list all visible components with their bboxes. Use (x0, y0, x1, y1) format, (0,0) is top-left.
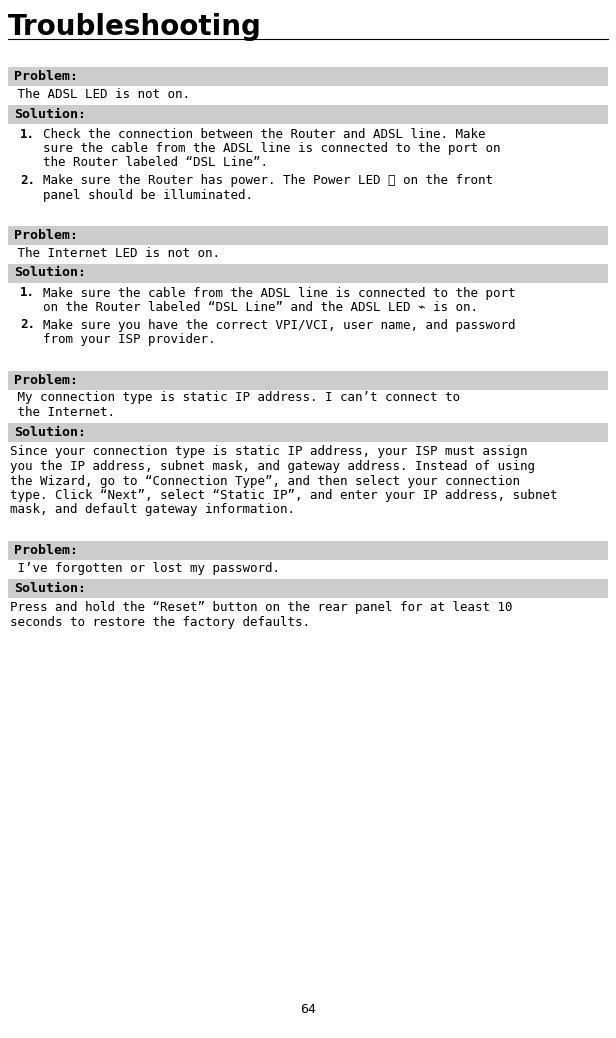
Text: 1.: 1. (20, 286, 35, 300)
Text: you the IP address, subnet mask, and gateway address. Instead of using: you the IP address, subnet mask, and gat… (10, 460, 535, 473)
Text: seconds to restore the factory defaults.: seconds to restore the factory defaults. (10, 616, 310, 629)
Text: 1.: 1. (20, 128, 35, 140)
Text: Make sure you have the correct VPI/VCI, user name, and password: Make sure you have the correct VPI/VCI, … (43, 319, 516, 331)
Text: My connection type is static IP address. I can’t connect to
 the Internet.: My connection type is static IP address.… (10, 391, 460, 419)
Bar (8, 541, 608, 559)
Text: on the Router labeled “DSL Line” and the ADSL LED ⌁ is on.: on the Router labeled “DSL Line” and the… (43, 301, 478, 315)
Text: The Internet LED is not on.: The Internet LED is not on. (10, 247, 220, 260)
Text: Solution:: Solution: (14, 267, 86, 279)
Text: Make sure the Router has power. The Power LED ⏻ on the front: Make sure the Router has power. The Powe… (43, 174, 493, 187)
Text: panel should be illuminated.: panel should be illuminated. (43, 189, 253, 201)
Bar (8, 422, 608, 441)
Text: 2.: 2. (20, 174, 35, 187)
Text: Solution:: Solution: (14, 426, 86, 438)
Bar (8, 578, 608, 598)
Bar (8, 67, 608, 86)
Bar (8, 226, 608, 245)
Text: Problem:: Problem: (14, 544, 78, 557)
Text: the Router labeled “DSL Line”.: the Router labeled “DSL Line”. (43, 157, 268, 169)
Text: Make sure the cable from the ADSL line is connected to the port: Make sure the cable from the ADSL line i… (43, 286, 516, 300)
Text: Problem:: Problem: (14, 70, 78, 83)
Text: from your ISP provider.: from your ISP provider. (43, 333, 216, 346)
Text: sure the cable from the ADSL line is connected to the port on: sure the cable from the ADSL line is con… (43, 142, 500, 155)
Text: Since your connection type is static IP address, your ISP must assign: Since your connection type is static IP … (10, 445, 527, 459)
Text: the Wizard, go to “Connection Type”, and then select your connection: the Wizard, go to “Connection Type”, and… (10, 474, 520, 488)
Text: Press and hold the “Reset” button on the rear panel for at least 10: Press and hold the “Reset” button on the… (10, 601, 513, 614)
Text: Problem:: Problem: (14, 374, 78, 386)
Text: 2.: 2. (20, 319, 35, 331)
Text: Solution:: Solution: (14, 108, 86, 120)
Text: 64: 64 (300, 1003, 316, 1016)
Bar (8, 264, 608, 282)
Text: The ADSL LED is not on.: The ADSL LED is not on. (10, 88, 190, 101)
Text: mask, and default gateway information.: mask, and default gateway information. (10, 503, 295, 517)
Text: Solution:: Solution: (14, 581, 86, 595)
Text: type. Click “Next”, select “Static IP”, and enter your IP address, subnet: type. Click “Next”, select “Static IP”, … (10, 489, 557, 502)
Bar (8, 105, 608, 124)
Text: Check the connection between the Router and ADSL line. Make: Check the connection between the Router … (43, 128, 485, 140)
Bar (8, 371, 608, 389)
Text: I’ve forgotten or lost my password.: I’ve forgotten or lost my password. (10, 562, 280, 575)
Text: Troubleshooting: Troubleshooting (8, 13, 262, 40)
Text: Problem:: Problem: (14, 229, 78, 242)
